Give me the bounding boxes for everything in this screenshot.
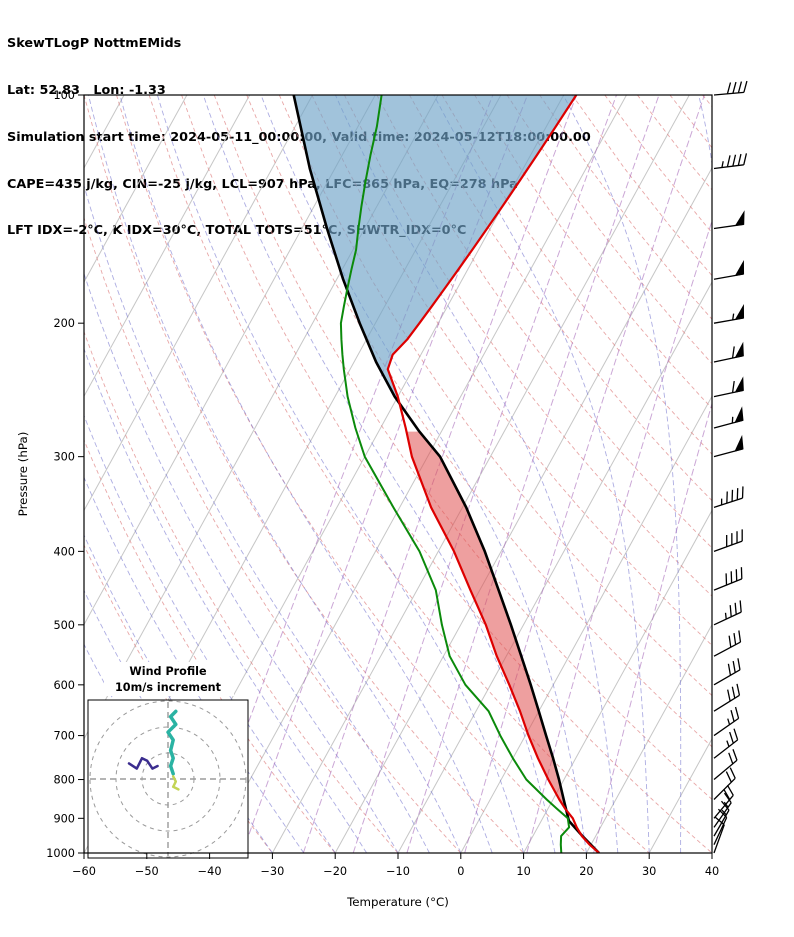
wind-barb bbox=[713, 529, 743, 552]
wind-barb bbox=[713, 808, 728, 845]
sounding-curves bbox=[292, 95, 600, 853]
wind-barb bbox=[713, 259, 745, 280]
wind-barb bbox=[713, 303, 745, 324]
temperature-tick-label: 20 bbox=[579, 865, 593, 878]
wind-barb bbox=[713, 80, 748, 96]
temperature-tick-label: 30 bbox=[642, 865, 656, 878]
temperature-tick-label: 40 bbox=[705, 865, 719, 878]
pressure-tick-label: 300 bbox=[53, 451, 75, 464]
pressure-tick-label: 900 bbox=[53, 812, 75, 825]
wind-barb bbox=[713, 749, 738, 781]
wind-barb bbox=[713, 767, 736, 800]
pressure-tick-label: 200 bbox=[53, 317, 75, 330]
lat-lon-line: Lat: 52.83 Lon: -1.33 bbox=[7, 82, 166, 98]
temperature-tick-label: −60 bbox=[72, 865, 96, 878]
hodograph-ring bbox=[141, 752, 195, 806]
dewpoint-curve bbox=[339, 95, 571, 853]
hodograph-trace-upper-level-winds bbox=[166, 709, 178, 776]
hodograph-title: Wind Profile bbox=[129, 665, 207, 678]
hodograph-ring bbox=[89, 700, 247, 858]
temperature-curve bbox=[386, 95, 600, 853]
x-axis-title: Temperature (°C) bbox=[346, 895, 449, 909]
wind-barb bbox=[713, 784, 734, 819]
plot-title: SkewTLogP NottmEMids bbox=[7, 36, 182, 52]
wind-barb bbox=[713, 341, 744, 363]
cape-cin-shading bbox=[293, 95, 577, 806]
pressure-tick-label: 1000 bbox=[46, 847, 75, 860]
pressure-tick-label: 700 bbox=[53, 730, 75, 743]
temperature-tick-label: −30 bbox=[260, 865, 284, 878]
wind-barb bbox=[713, 816, 725, 854]
wind-barb bbox=[713, 600, 742, 626]
temperature-tick-label: −10 bbox=[386, 865, 410, 878]
hodograph-inset: Wind Profile 10m/s increment bbox=[87, 662, 249, 859]
temperature-tick-label: −40 bbox=[198, 865, 222, 878]
wind-barb bbox=[713, 153, 748, 170]
temperature-tick-label: 0 bbox=[457, 865, 464, 878]
wind-barb bbox=[713, 630, 742, 657]
wind-barb bbox=[713, 406, 744, 429]
pressure-tick-label: 600 bbox=[53, 679, 75, 692]
skewt-background-lines bbox=[84, 95, 712, 853]
wind-barbs bbox=[713, 80, 748, 854]
temperature-tick-label: −50 bbox=[135, 865, 159, 878]
wind-barb bbox=[713, 683, 741, 712]
hodograph-trace-low-level-winds bbox=[171, 775, 180, 791]
hodograph-ring bbox=[115, 726, 221, 832]
pressure-tick-label: 800 bbox=[53, 774, 75, 787]
temperature-tick-label: 10 bbox=[516, 865, 530, 878]
parcel-curve bbox=[292, 95, 600, 853]
hodograph-subtitle: 10m/s increment bbox=[115, 681, 222, 694]
wind-barb bbox=[713, 486, 744, 509]
wind-barb bbox=[713, 434, 744, 458]
hodograph-trace-mid-level-winds bbox=[127, 756, 159, 770]
wind-barb bbox=[713, 728, 739, 759]
wind-barb bbox=[713, 658, 741, 686]
y-axis-title: Pressure (hPa) bbox=[16, 432, 30, 517]
pressure-tick-label: 400 bbox=[53, 545, 75, 558]
wind-barb bbox=[713, 706, 740, 737]
pressure-tick-label: 500 bbox=[53, 619, 75, 632]
temperature-tick-label: −20 bbox=[323, 865, 347, 878]
wind-barb bbox=[713, 376, 744, 398]
pressure-tick-label: 100 bbox=[53, 89, 75, 102]
wind-barb bbox=[713, 210, 745, 230]
wind-barb bbox=[713, 567, 743, 591]
